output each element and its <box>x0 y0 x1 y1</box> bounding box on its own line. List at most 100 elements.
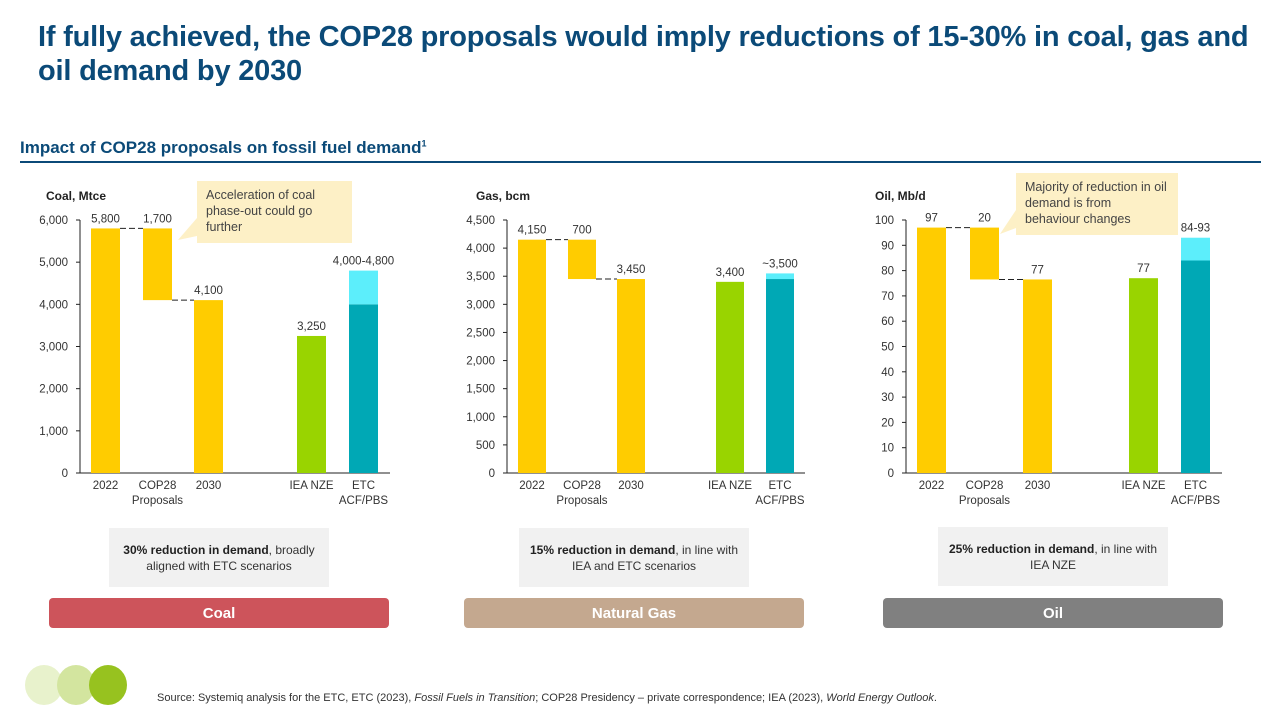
coal-x-tick-label: Proposals <box>132 495 183 507</box>
source-title-1: Fossil Fuels in Transition <box>414 692 536 704</box>
source-note: Source: Systemiq analysis for the ETC, E… <box>157 692 937 704</box>
gas-data-label-4: ~3,500 <box>762 258 798 270</box>
oil-bar-0 <box>917 227 946 473</box>
coal-y-tick-label: 5,000 <box>39 257 68 269</box>
subtitle-divider <box>20 161 1261 163</box>
gas-bar-3 <box>716 281 744 473</box>
gas-bar-4 <box>766 279 794 473</box>
oil-y-tick-label: 10 <box>881 443 894 455</box>
source-prefix: Source: Systemiq analysis for the ETC, E… <box>157 692 415 704</box>
oil-y-tick-label: 0 <box>888 468 894 480</box>
oil-summary: 25% reduction in demand, in line with IE… <box>938 527 1168 586</box>
gas-bar-1 <box>568 239 596 280</box>
oil-summary-text: , in line with IEA NZE <box>1029 541 1158 572</box>
coal-x-tick-label: 2030 <box>196 480 222 492</box>
coal-y-tick-label: 4,000 <box>39 299 68 311</box>
oil-y-tick-label: 70 <box>881 291 894 303</box>
gas-summary-bold: 15% reduction in demand <box>529 542 676 557</box>
oil-data-label-1: 20 <box>978 213 991 225</box>
oil-chart-title: Oil, Mb/d <box>875 189 926 203</box>
logo-dot-light <box>25 665 63 705</box>
oil-y-tick-label: 30 <box>881 392 894 404</box>
oil-x-tick-label: Proposals <box>959 495 1010 507</box>
gas-bar-range-4 <box>766 273 794 280</box>
gas-bar-0 <box>518 239 546 473</box>
coal-y-tick-label: 1,000 <box>39 426 68 438</box>
coal-data-label-3: 3,250 <box>297 321 326 333</box>
gas-data-label-2: 3,450 <box>617 264 646 276</box>
gas-x-tick-label: ACF/PBS <box>755 495 805 507</box>
gas-y-tick-label: 4,500 <box>466 215 495 227</box>
coal-bar-4 <box>349 304 378 473</box>
oil-bar-4 <box>1181 260 1210 473</box>
coal-x-tick-label: ETC <box>352 480 375 492</box>
oil-x-tick-label: ACF/PBS <box>1171 495 1221 507</box>
gas-data-label-3: 3,400 <box>716 267 745 279</box>
coal-data-label-2: 4,100 <box>194 285 223 297</box>
oil-bar-3 <box>1129 278 1158 473</box>
coal-y-tick-label: 3,000 <box>39 342 68 354</box>
gas-y-tick-label: 2,500 <box>466 327 495 339</box>
oil-y-tick-label: 20 <box>881 417 894 429</box>
coal-summary-text: , broadly aligned with ETC scenarios <box>146 542 315 573</box>
coal-data-label-0: 5,800 <box>91 213 120 225</box>
source-suffix: . <box>933 692 937 704</box>
gas-data-label-1: 700 <box>572 225 591 237</box>
gas-y-tick-label: 1,000 <box>466 412 495 424</box>
coal-bar-range-4 <box>349 270 378 305</box>
coal-data-label-4: 4,000-4,800 <box>333 256 394 268</box>
oil-x-tick-label: COP28 <box>966 480 1004 492</box>
gas-summary-text: , in line with IEA and ETC scenarios <box>571 542 739 573</box>
oil-y-tick-label: 50 <box>881 342 894 354</box>
coal-band: Coal <box>49 598 389 628</box>
gas-x-tick-label: 2022 <box>519 480 545 492</box>
source-title-2: World Energy Outlook <box>826 692 934 704</box>
source-mid: ; COP28 Presidency – private corresponde… <box>535 692 827 704</box>
oil-y-tick-label: 90 <box>881 240 894 252</box>
coal-x-tick-label: 2022 <box>93 480 119 492</box>
gas-y-tick-label: 3,000 <box>466 299 495 311</box>
coal-x-tick-label: ACF/PBS <box>339 495 389 507</box>
coal-y-tick-label: 2,000 <box>39 384 68 396</box>
oil-x-tick-label: IEA NZE <box>1121 480 1165 492</box>
oil-callout: Majority of reduction in oil demand is f… <box>1016 173 1178 235</box>
coal-bar-3 <box>297 335 326 473</box>
gas-y-tick-label: 4,000 <box>466 243 495 255</box>
oil-data-label-2: 77 <box>1031 264 1044 276</box>
coal-bar-2 <box>194 300 223 473</box>
gas-data-label-0: 4,150 <box>518 225 547 237</box>
oil-data-label-0: 97 <box>925 213 938 225</box>
oil-bar-range-4 <box>1181 237 1210 261</box>
oil-x-tick-label: 2022 <box>919 480 945 492</box>
oil-data-label-4: 84-93 <box>1181 223 1210 235</box>
gas-y-tick-label: 1,500 <box>466 384 495 396</box>
coal-x-tick-label: IEA NZE <box>289 480 333 492</box>
gas-y-tick-label: 500 <box>476 440 495 452</box>
gas-y-tick-label: 0 <box>489 468 495 480</box>
coal-x-tick-label: COP28 <box>139 480 177 492</box>
gas-y-tick-label: 2,000 <box>466 356 495 368</box>
oil-y-tick-label: 40 <box>881 367 894 379</box>
gas-y-tick-label: 3,500 <box>466 271 495 283</box>
gas-x-tick-label: 2030 <box>618 480 644 492</box>
oil-y-tick-label: 80 <box>881 266 894 278</box>
gas-chart-title: Gas, bcm <box>476 189 530 203</box>
coal-y-tick-label: 0 <box>62 468 68 480</box>
coal-bar-0 <box>91 228 120 473</box>
oil-bar-2 <box>1023 279 1052 473</box>
coal-bar-1 <box>143 228 172 301</box>
section-subtitle: Impact of COP28 proposals on fossil fuel… <box>20 138 426 158</box>
gas-x-tick-label: COP28 <box>563 480 601 492</box>
oil-bar-1 <box>970 227 999 280</box>
gas-bar-2 <box>617 279 645 473</box>
oil-x-tick-label: ETC <box>1184 480 1207 492</box>
coal-data-label-1: 1,700 <box>143 213 172 225</box>
footnote-marker: 1 <box>421 138 427 149</box>
gas-summary: 15% reduction in demand, in line with IE… <box>519 528 749 587</box>
oil-summary-bold: 25% reduction in demand <box>948 541 1095 556</box>
logo-dot-dark <box>89 665 127 705</box>
oil-band: Oil <box>883 598 1223 628</box>
coal-chart-title: Coal, Mtce <box>46 189 106 203</box>
page-title: If fully achieved, the COP28 proposals w… <box>38 21 1249 87</box>
coal-summary: 30% reduction in demand, broadly aligned… <box>109 528 329 587</box>
